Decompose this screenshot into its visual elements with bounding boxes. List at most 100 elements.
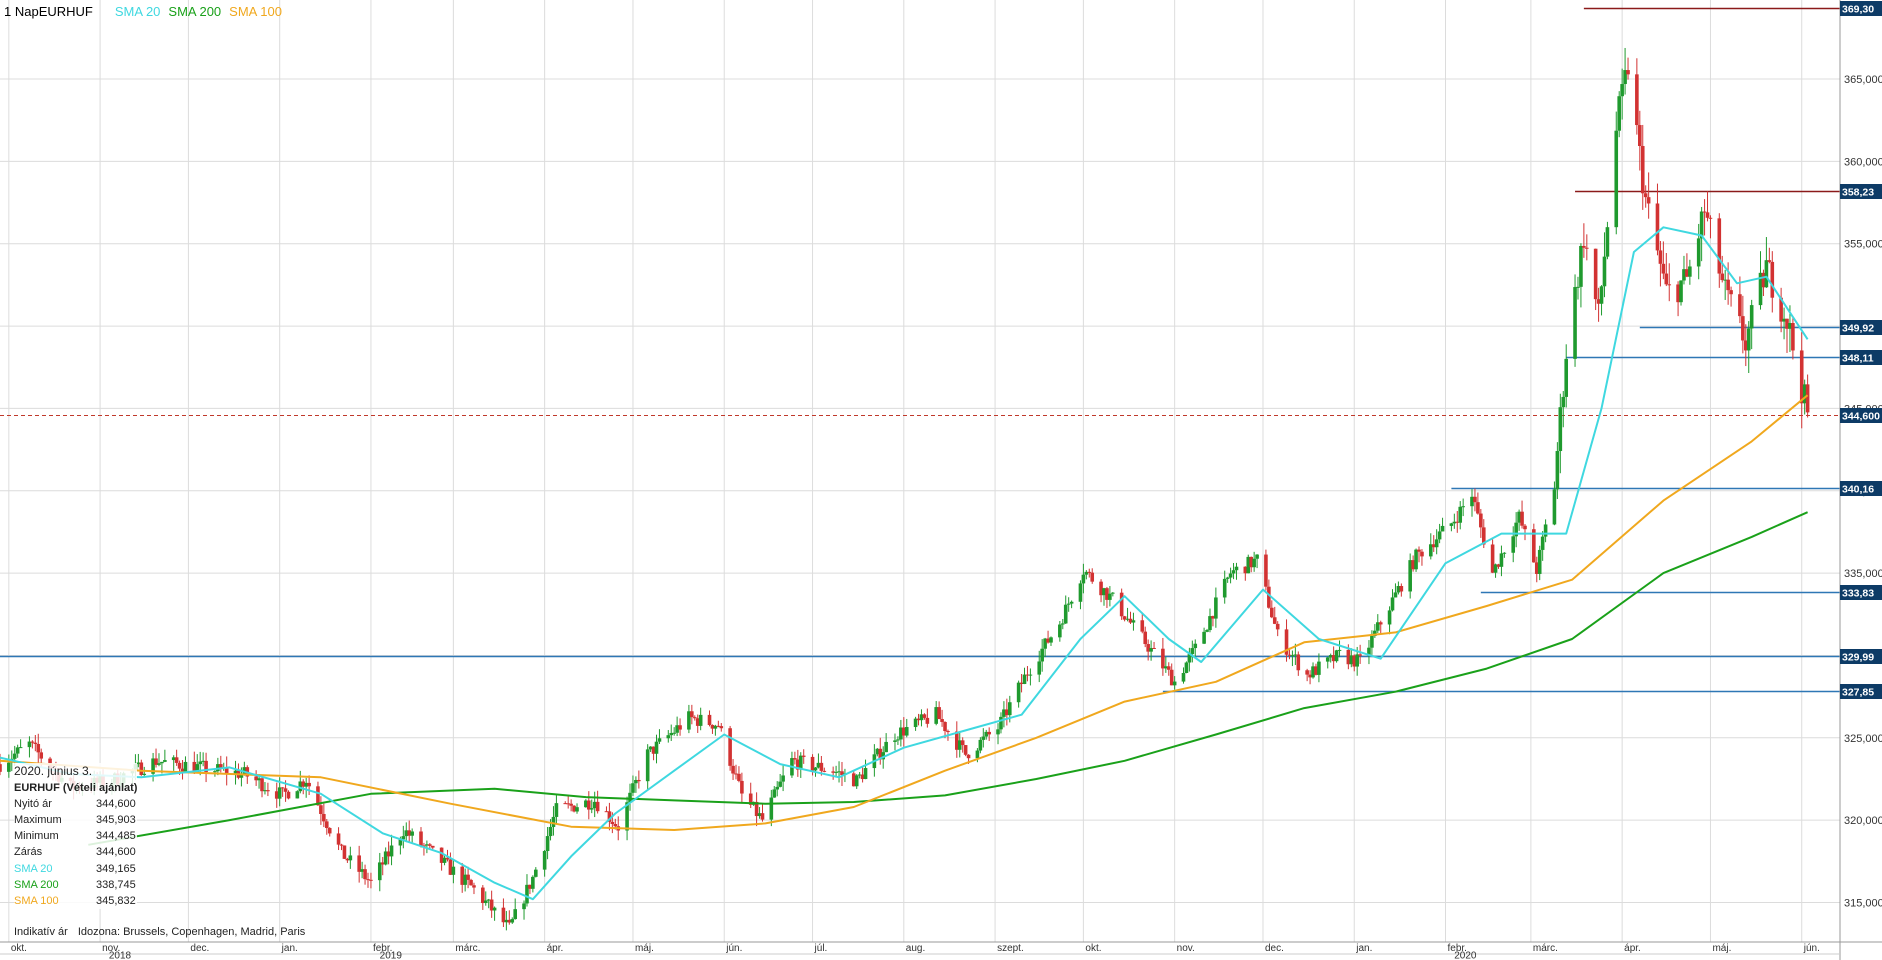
candle-up[interactable]: [1293, 654, 1298, 656]
candle-down[interactable]: [963, 745, 968, 755]
candle-down[interactable]: [819, 762, 824, 771]
candle-down[interactable]: [1767, 260, 1772, 262]
candle-up[interactable]: [1605, 227, 1610, 257]
candle-up[interactable]: [672, 732, 676, 734]
candle-up[interactable]: [1437, 531, 1442, 540]
candle-down[interactable]: [902, 727, 906, 736]
candle-down[interactable]: [851, 773, 856, 787]
indicator-sma20-label[interactable]: SMA 20: [114, 4, 161, 19]
candle-down[interactable]: [613, 823, 618, 827]
candle-down[interactable]: [1799, 350, 1804, 404]
candle-down[interactable]: [1090, 572, 1095, 582]
candle-up[interactable]: [1181, 672, 1186, 682]
candle-up[interactable]: [781, 775, 785, 782]
candle-up[interactable]: [1043, 638, 1047, 649]
candle-down[interactable]: [386, 851, 391, 857]
candle-up[interactable]: [263, 790, 267, 792]
candle-up[interactable]: [1537, 549, 1542, 574]
candle-down[interactable]: [734, 773, 738, 775]
candle-down[interactable]: [489, 899, 494, 911]
candle-up[interactable]: [389, 845, 394, 857]
candle-down[interactable]: [1166, 666, 1171, 670]
candle-down[interactable]: [1455, 521, 1460, 523]
candle-down[interactable]: [569, 803, 573, 806]
candle-down[interactable]: [336, 833, 341, 845]
candle-down[interactable]: [1523, 525, 1527, 530]
candle-up[interactable]: [1434, 539, 1439, 548]
candle-up[interactable]: [504, 919, 509, 923]
candle-down[interactable]: [1476, 502, 1480, 514]
candle-up[interactable]: [1696, 238, 1701, 267]
candle-up[interactable]: [1573, 287, 1577, 359]
candle-up[interactable]: [136, 762, 141, 765]
candle-up[interactable]: [899, 727, 903, 740]
candle-up[interactable]: [377, 862, 382, 881]
candle-up[interactable]: [1558, 407, 1563, 452]
candle-up[interactable]: [7, 762, 11, 772]
plot-area[interactable]: [0, 0, 1840, 942]
candle-down[interactable]: [960, 740, 965, 746]
candle-up[interactable]: [1679, 280, 1683, 303]
candle-up[interactable]: [1749, 305, 1754, 329]
sma100-line[interactable]: [0, 394, 1809, 831]
candle-up[interactable]: [298, 781, 303, 792]
candle-down[interactable]: [1243, 566, 1248, 574]
candle-down[interactable]: [1738, 294, 1742, 317]
candle-down[interactable]: [363, 869, 367, 880]
candle-down[interactable]: [695, 718, 700, 726]
candle-up[interactable]: [1290, 655, 1295, 657]
candle-down[interactable]: [1676, 284, 1680, 303]
candle-up[interactable]: [1164, 666, 1168, 669]
candle-down[interactable]: [219, 764, 223, 769]
candle-down[interactable]: [154, 758, 158, 765]
candle-up[interactable]: [1552, 489, 1557, 525]
candle-down[interactable]: [637, 779, 641, 782]
candle-down[interactable]: [1270, 607, 1274, 618]
candle-down[interactable]: [1272, 617, 1277, 624]
candle-up[interactable]: [1543, 524, 1548, 537]
candle-up[interactable]: [654, 741, 659, 754]
candle-up[interactable]: [160, 761, 164, 764]
candle-down[interactable]: [1105, 588, 1109, 600]
candle-up[interactable]: [463, 874, 467, 885]
candle-down[interactable]: [1331, 655, 1336, 662]
candle-down[interactable]: [1264, 554, 1268, 587]
candle-down[interactable]: [716, 725, 721, 727]
candle-down[interactable]: [1661, 263, 1666, 274]
candle-down[interactable]: [922, 714, 927, 718]
candle-up[interactable]: [1688, 266, 1692, 277]
candle-up[interactable]: [1461, 506, 1465, 508]
candle-up[interactable]: [151, 758, 155, 774]
candle-down[interactable]: [1705, 212, 1710, 218]
candle-up[interactable]: [1387, 610, 1392, 625]
candle-down[interactable]: [339, 844, 344, 846]
candle-up[interactable]: [775, 786, 780, 790]
candle-down[interactable]: [690, 711, 694, 718]
candle-up[interactable]: [401, 836, 406, 840]
candle-up[interactable]: [863, 768, 868, 780]
candle-down[interactable]: [1128, 618, 1133, 623]
candle-down[interactable]: [1785, 318, 1789, 329]
candle-down[interactable]: [422, 845, 426, 847]
candle-up[interactable]: [525, 884, 529, 904]
candle-up[interactable]: [157, 763, 161, 765]
candle-up[interactable]: [404, 830, 409, 837]
candle-up[interactable]: [1002, 709, 1006, 717]
candle-down[interactable]: [1346, 649, 1351, 665]
candle-down[interactable]: [678, 725, 682, 730]
candle-down[interactable]: [481, 887, 485, 904]
candle-down[interactable]: [796, 759, 800, 770]
candle-up[interactable]: [554, 803, 559, 817]
candle-up[interactable]: [451, 866, 456, 875]
candle-down[interactable]: [36, 743, 41, 753]
symbol-label[interactable]: EURHUF: [38, 4, 93, 19]
candle-up[interactable]: [483, 900, 488, 904]
candle-down[interactable]: [460, 866, 465, 885]
candle-down[interactable]: [810, 756, 815, 771]
candle-down[interactable]: [1267, 586, 1271, 608]
candle-up[interactable]: [1222, 578, 1227, 598]
candle-down[interactable]: [754, 801, 759, 817]
candle-down[interactable]: [366, 879, 370, 881]
candle-up[interactable]: [171, 757, 176, 761]
candle-down[interactable]: [501, 907, 506, 923]
